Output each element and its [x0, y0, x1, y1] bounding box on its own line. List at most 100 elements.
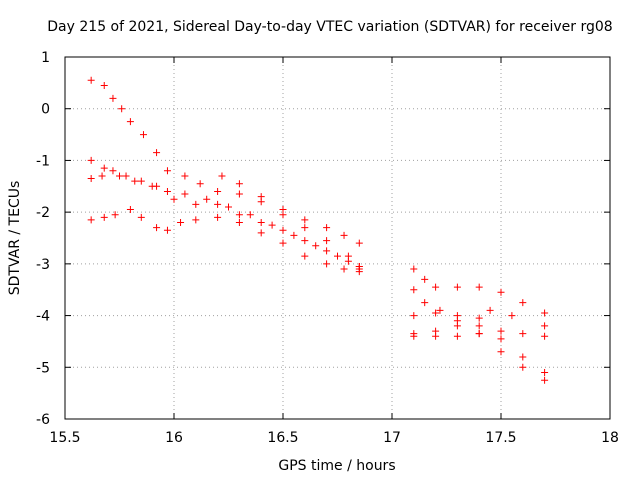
data-point	[122, 172, 130, 180]
data-point	[334, 252, 341, 260]
data-point	[111, 211, 119, 219]
plot-area-border	[64, 56, 611, 420]
data-point	[218, 172, 226, 180]
data-point	[497, 335, 505, 343]
data-point	[453, 332, 461, 340]
data-point	[508, 312, 516, 320]
data-point	[301, 224, 309, 232]
data-point	[87, 175, 95, 183]
data-point	[235, 180, 243, 188]
data-point	[246, 211, 254, 219]
series-track-c	[87, 167, 363, 273]
data-point	[98, 172, 106, 180]
data-point	[453, 322, 461, 330]
data-point	[257, 218, 265, 226]
data-point	[432, 332, 440, 340]
data-point	[301, 252, 309, 260]
data-point	[116, 172, 123, 180]
data-point	[421, 299, 429, 307]
y-tick-label: -4	[36, 309, 50, 325]
data-point	[131, 177, 139, 185]
data-point	[192, 200, 200, 208]
chart-title: Day 215 of 2021, Sidereal Day-to-day VTE…	[47, 19, 612, 35]
data-point	[410, 286, 418, 294]
data-point	[87, 156, 95, 164]
x-tick-label: 17	[383, 430, 401, 446]
data-point	[541, 368, 549, 376]
data-point	[475, 283, 483, 291]
data-point	[475, 330, 483, 338]
data-point	[153, 149, 161, 157]
ticks	[64, 56, 611, 420]
data-point	[323, 247, 331, 255]
data-point	[126, 206, 134, 214]
data-point	[170, 195, 178, 203]
data-point	[214, 187, 222, 195]
data-point	[214, 200, 222, 208]
data-point	[87, 76, 95, 84]
data-point	[163, 187, 171, 195]
data-point	[486, 306, 494, 314]
data-point	[279, 239, 287, 247]
data-point	[541, 332, 549, 340]
data-point	[519, 363, 527, 371]
data-point	[541, 322, 549, 330]
data-point	[340, 231, 348, 239]
series-track-f	[410, 265, 549, 317]
data-point	[268, 221, 276, 229]
x-tick-label: 16.5	[267, 430, 298, 446]
series-track-e	[87, 206, 363, 276]
data-point	[100, 213, 108, 221]
data-point	[323, 260, 331, 268]
data-point	[100, 81, 108, 89]
data-point	[235, 190, 243, 198]
data-point	[323, 237, 331, 245]
data-point	[214, 213, 222, 221]
x-tick-label: 18	[601, 430, 619, 446]
data-point	[279, 226, 287, 234]
y-tick-label: -1	[36, 153, 50, 169]
data-point	[355, 239, 363, 247]
data-point	[139, 131, 147, 139]
data-point	[519, 353, 527, 361]
grid	[65, 57, 610, 419]
data-point	[196, 180, 204, 188]
data-marks	[87, 76, 549, 384]
series-track-g	[410, 286, 549, 384]
x-tick-label: 17.5	[485, 430, 516, 446]
data-point	[432, 309, 440, 317]
data-point	[279, 206, 287, 214]
data-point	[497, 348, 505, 356]
data-point	[235, 211, 243, 219]
series-track-d	[218, 172, 363, 247]
series-track-a	[87, 76, 363, 270]
data-point	[541, 376, 549, 384]
x-tick-label: 16	[165, 430, 183, 446]
data-point	[410, 332, 418, 340]
data-point	[137, 213, 145, 221]
data-point	[163, 226, 171, 234]
data-point	[109, 94, 117, 102]
y-tick-label: 1	[41, 50, 50, 66]
data-point	[541, 309, 549, 317]
data-point	[323, 224, 331, 232]
data-point	[257, 193, 265, 201]
data-point	[87, 216, 95, 224]
y-tick-label: 0	[41, 102, 50, 118]
data-point	[177, 218, 185, 226]
data-point	[432, 283, 440, 291]
data-point	[257, 229, 265, 237]
x-axis-label: GPS time / hours	[278, 458, 395, 474]
data-point	[519, 330, 527, 338]
y-tick-label: -3	[36, 257, 50, 273]
data-point	[421, 275, 429, 283]
data-point	[497, 288, 505, 296]
x-tick-labels: 15.5 16 16.5 17 17.5 18	[49, 430, 619, 446]
data-point	[225, 203, 232, 211]
data-point	[301, 237, 309, 245]
data-point	[519, 299, 527, 307]
data-point	[410, 312, 418, 320]
data-point	[453, 283, 461, 291]
data-point	[340, 265, 348, 273]
